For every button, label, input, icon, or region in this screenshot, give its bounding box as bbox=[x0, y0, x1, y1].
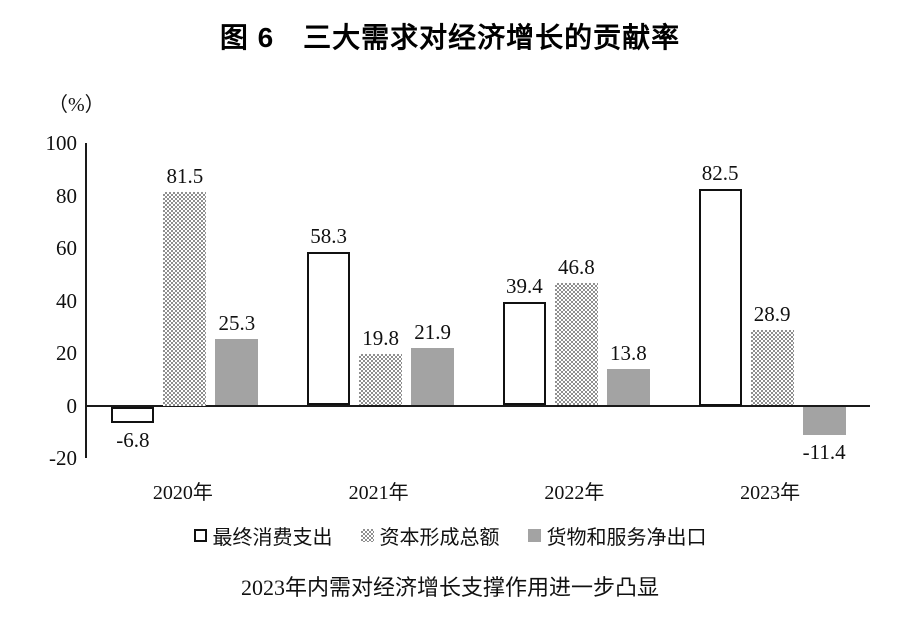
legend-label-capital-formation: 资本形成总额 bbox=[379, 527, 500, 549]
y-axis-tick-label: 100 bbox=[45, 131, 78, 155]
y-axis-tick-label: 80 bbox=[56, 183, 77, 208]
bar-capital-formation-2020年 bbox=[163, 191, 207, 406]
x-axis-label-2022年: 2022年 bbox=[544, 482, 605, 504]
bar-net-exports-2022年 bbox=[606, 369, 650, 406]
y-axis-tick-label: 20 bbox=[56, 341, 77, 365]
bar-value-label: 13.8 bbox=[610, 341, 647, 366]
bar-value-label: 81.5 bbox=[166, 163, 204, 188]
bar-final-consumption-2022年 bbox=[502, 302, 546, 406]
bar-value-label: 46.8 bbox=[558, 254, 595, 279]
bar-final-consumption-2023年 bbox=[698, 188, 742, 406]
x-axis-label-2023年: 2023年 bbox=[740, 482, 801, 504]
x-axis-label-2020年: 2020年 bbox=[152, 482, 213, 504]
y-axis-tick-label: 60 bbox=[56, 236, 77, 260]
bar-net-exports-2023年 bbox=[802, 406, 846, 436]
plot-area: 100 80 60 40 20 0 -20 -6.8 81.5 25.3 58.3 19.8 21.9 3… bbox=[46, 131, 870, 470]
legend-label-net-exports: 货物和服务净出口 bbox=[546, 527, 707, 549]
figure-title: 图 6 三大需求对经济增长的贡献率 bbox=[219, 22, 681, 53]
x-axis-label-2021年: 2021年 bbox=[348, 482, 409, 504]
bar-final-consumption-2020年 bbox=[111, 406, 155, 424]
bar-value-label: 58.3 bbox=[310, 224, 347, 249]
bar-capital-formation-2022年 bbox=[554, 282, 598, 406]
bar-value-label: 19.8 bbox=[362, 325, 399, 350]
legend-swatch-outlined-white-icon bbox=[193, 529, 207, 542]
y-axis-tick-label: -20 bbox=[49, 446, 77, 470]
figure-caption: 2023年内需对经济增长支撑作用进一步凸显 bbox=[240, 575, 659, 600]
bar-value-label: 28.9 bbox=[753, 301, 791, 326]
legend-item-net-exports: 货物和服务净出口 bbox=[527, 521, 707, 550]
legend-label-final-consumption: 最终消费支出 bbox=[212, 527, 333, 549]
legend-item-final-consumption: 最终消费支出 bbox=[193, 521, 333, 550]
legend-item-capital-formation: 资本形成总额 bbox=[360, 521, 500, 550]
bar-final-consumption-2021年 bbox=[307, 252, 351, 406]
bar-value-label: 25.3 bbox=[218, 311, 256, 336]
legend: 最终消费支出 资本形成总额 货物和服务净出口 bbox=[0, 521, 900, 550]
legend-swatch-dotted-pattern-icon bbox=[360, 529, 374, 542]
bar-net-exports-2021年 bbox=[411, 348, 455, 406]
bar-value-label: 21.9 bbox=[414, 320, 451, 344]
y-axis-tick-label: 40 bbox=[56, 288, 77, 313]
bar-capital-formation-2023年 bbox=[750, 329, 794, 406]
bar-value-label: 82.5 bbox=[701, 160, 739, 185]
bar-value-label: -6.8 bbox=[116, 428, 150, 453]
x-axis-baseline bbox=[87, 404, 870, 407]
y-axis-unit-label: （%） bbox=[48, 94, 105, 116]
bar-capital-formation-2021年 bbox=[359, 353, 403, 406]
bar-value-label: 39.4 bbox=[506, 274, 543, 299]
legend-swatch-solid-gray-icon bbox=[527, 529, 541, 542]
bar-value-label: -11.4 bbox=[802, 440, 846, 465]
bar-net-exports-2020年 bbox=[215, 339, 259, 406]
y-axis-tick-label: 0 bbox=[66, 393, 78, 418]
